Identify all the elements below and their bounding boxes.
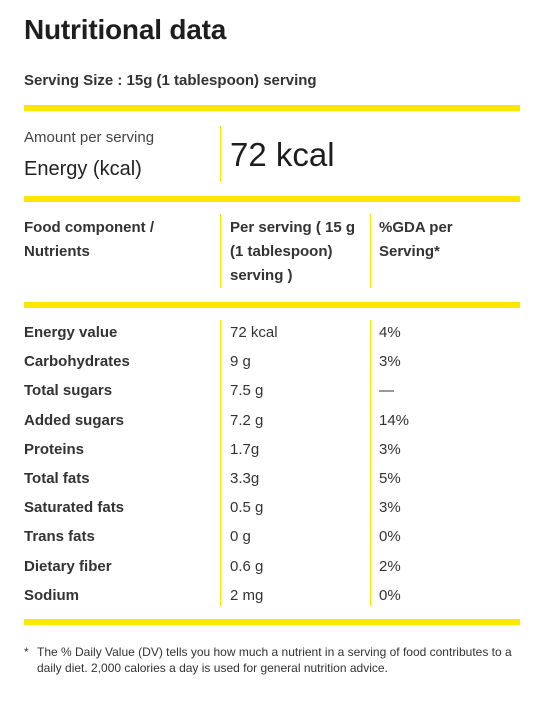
header-gda: %GDA per Serving*: [379, 219, 453, 260]
amount-label: Amount per serving: [24, 129, 155, 146]
nutrient-gda: 2%: [379, 558, 401, 575]
nutrient-amount: 72 kcal: [230, 324, 278, 341]
footnote-marker: *: [24, 645, 29, 659]
nutrient-gda: 14%: [379, 412, 410, 429]
nutrient-amount: 0 g: [230, 528, 251, 545]
table-row: Energy value 72 kcal 4%: [0, 324, 547, 353]
nutrient-name: Sodium: [24, 587, 79, 604]
nutrient-amount: 9 g: [230, 353, 251, 370]
table-row: Added sugars 7.2 g 14%: [0, 412, 547, 441]
table-row: Total fats 3.3g 5%: [0, 470, 547, 499]
nutrient-gda: 3%: [379, 499, 401, 516]
nutrient-gda: 0%: [379, 528, 401, 545]
nutrient-name: Saturated fats: [24, 499, 125, 516]
header-component: Food component / Nutrients: [24, 219, 154, 260]
nutrient-name: Carbohydrates: [24, 353, 130, 370]
divider-bar: [24, 196, 520, 202]
divider-bar: [24, 619, 520, 625]
amount-value: 72 kcal: [230, 136, 335, 173]
nutrient-name: Energy value: [24, 324, 118, 341]
column-divider: [370, 214, 371, 288]
table-row: Trans fats 0 g 0%: [0, 528, 547, 557]
nutrient-gda: 3%: [379, 353, 401, 370]
nutrient-gda: —: [379, 382, 394, 399]
amount-name: Energy (kcal): [24, 158, 142, 180]
table-row: Total sugars 7.5 g —: [0, 382, 547, 411]
nutrient-name: Trans fats: [24, 528, 95, 545]
column-divider: [370, 320, 371, 606]
table-row: Carbohydrates 9 g 3%: [0, 353, 547, 382]
nutrient-gda: 0%: [379, 587, 401, 604]
column-divider: [220, 320, 221, 606]
column-divider: [220, 126, 221, 182]
page-title: Nutritional data: [24, 14, 227, 45]
table-row: Dietary fiber 0.6 g 2%: [0, 558, 547, 587]
nutrient-amount: 7.2 g: [230, 412, 264, 429]
nutrient-amount: 1.7g: [230, 441, 260, 458]
serving-size: Serving Size : 15g (1 tablespoon) servin…: [24, 72, 317, 89]
nutrient-gda: 4%: [379, 324, 401, 341]
table-row: Sodium 2 mg 0%: [0, 587, 547, 616]
nutrient-name: Total fats: [24, 470, 90, 487]
nutrient-gda: 5%: [379, 470, 401, 487]
nutrient-gda: 3%: [379, 441, 401, 458]
table-row: Saturated fats 0.5 g 3%: [0, 499, 547, 528]
nutrient-name: Added sugars: [24, 412, 125, 429]
nutrient-amount: 0.6 g: [230, 558, 264, 575]
nutrient-amount: 7.5 g: [230, 382, 264, 399]
nutrient-name: Total sugars: [24, 382, 113, 399]
footnote-text: The % Daily Value (DV) tells you how muc…: [37, 645, 512, 675]
nutrient-amount: 2 mg: [230, 587, 264, 604]
nutrient-name: Proteins: [24, 441, 85, 458]
table-row: Proteins 1.7g 3%: [0, 441, 547, 470]
nutrient-name: Dietary fiber: [24, 558, 112, 575]
nutrient-amount: 0.5 g: [230, 499, 264, 516]
column-divider: [220, 214, 221, 288]
nutrient-amount: 3.3g: [230, 470, 260, 487]
divider-bar: [24, 302, 520, 308]
header-per-serving: Per serving ( 15 g (1 tablespoon) servin…: [230, 219, 356, 284]
divider-bar: [24, 105, 520, 111]
